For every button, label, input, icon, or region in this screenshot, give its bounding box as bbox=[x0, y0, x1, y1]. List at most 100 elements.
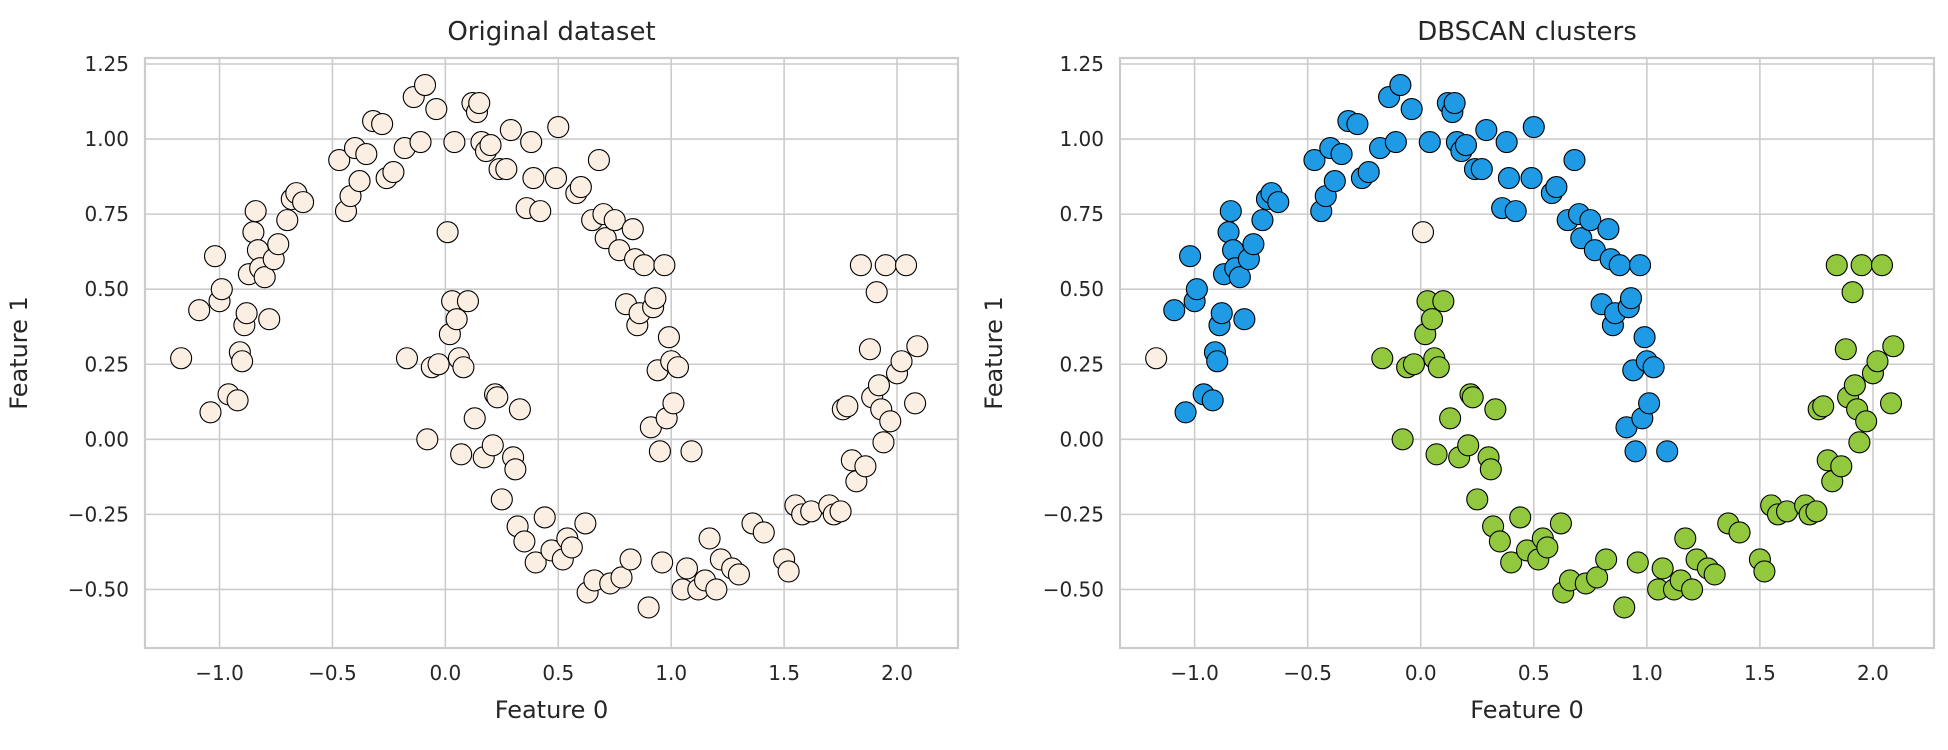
data-point bbox=[890, 350, 913, 373]
data-point bbox=[1427, 356, 1450, 379]
y-tick-label: 0.50 bbox=[84, 277, 129, 301]
data-point bbox=[258, 308, 281, 331]
x-tick-label: −0.5 bbox=[1283, 661, 1332, 685]
data-point bbox=[210, 278, 233, 301]
data-point bbox=[1626, 551, 1649, 574]
data-point bbox=[858, 338, 881, 361]
x-axis-label: Feature 0 bbox=[1470, 696, 1584, 724]
data-point bbox=[854, 455, 877, 478]
data-point bbox=[1638, 392, 1661, 415]
y-tick-label: 1.25 bbox=[1059, 52, 1104, 76]
data-point bbox=[569, 176, 592, 199]
data-point bbox=[416, 428, 439, 451]
data-point bbox=[1228, 266, 1251, 289]
data-point bbox=[188, 299, 211, 322]
data-point bbox=[1163, 299, 1186, 322]
data-point bbox=[698, 527, 721, 550]
data-point bbox=[1850, 254, 1873, 277]
x-tick-label: 1.5 bbox=[1744, 661, 1776, 685]
data-point bbox=[395, 347, 419, 370]
data-point bbox=[235, 302, 258, 325]
data-point bbox=[1371, 347, 1394, 370]
data-point bbox=[560, 536, 583, 559]
data-point bbox=[1479, 458, 1502, 481]
data-point bbox=[1613, 596, 1636, 619]
data-point bbox=[752, 521, 775, 544]
data-point bbox=[1843, 374, 1866, 397]
data-point bbox=[468, 91, 491, 115]
data-point bbox=[499, 119, 522, 142]
data-point bbox=[666, 356, 690, 379]
y-tick-label: 1.25 bbox=[84, 52, 129, 76]
y-tick-label: 0.75 bbox=[84, 202, 129, 226]
data-point bbox=[520, 131, 543, 154]
data-point bbox=[1346, 113, 1369, 136]
data-point bbox=[253, 266, 276, 289]
data-point bbox=[508, 398, 531, 421]
data-point bbox=[1206, 350, 1229, 373]
data-point bbox=[1825, 254, 1848, 277]
data-point bbox=[653, 254, 676, 277]
data-point bbox=[1466, 488, 1489, 511]
chart-title: DBSCAN clusters bbox=[1417, 17, 1637, 47]
data-point bbox=[1420, 308, 1444, 331]
x-axis-label: Feature 0 bbox=[495, 696, 609, 724]
y-tick-label: 0.50 bbox=[1059, 277, 1104, 301]
data-point bbox=[1674, 527, 1697, 550]
data-point bbox=[1563, 149, 1586, 172]
data-point bbox=[1475, 119, 1498, 142]
data-point bbox=[1830, 455, 1853, 478]
data-point bbox=[328, 149, 351, 172]
data-point bbox=[1145, 347, 1168, 370]
chart-title: Original dataset bbox=[447, 17, 655, 47]
data-point bbox=[1303, 149, 1326, 172]
data-point bbox=[267, 233, 290, 256]
data-point bbox=[1812, 395, 1835, 418]
data-point bbox=[904, 392, 927, 415]
data-point bbox=[621, 218, 644, 241]
data-point bbox=[644, 287, 667, 310]
data-point bbox=[1497, 167, 1520, 190]
data-point bbox=[1608, 254, 1631, 277]
data-point bbox=[1595, 548, 1618, 571]
data-point bbox=[1391, 428, 1414, 451]
data-point bbox=[1210, 302, 1233, 325]
data-point bbox=[1470, 158, 1493, 181]
x-tick-label: 0.5 bbox=[542, 661, 574, 685]
data-point bbox=[456, 290, 479, 313]
data-point bbox=[547, 116, 570, 139]
data-point bbox=[170, 347, 193, 370]
data-point bbox=[504, 458, 527, 481]
data-point bbox=[1432, 290, 1455, 313]
data-point bbox=[1267, 191, 1290, 214]
data-point bbox=[1805, 500, 1828, 523]
x-tick-label: 1.5 bbox=[768, 661, 800, 685]
x-tick-label: 0.0 bbox=[429, 661, 461, 685]
y-tick-label: −0.50 bbox=[68, 577, 129, 601]
data-point bbox=[1848, 431, 1871, 454]
data-point bbox=[348, 170, 371, 193]
data-point bbox=[1488, 530, 1511, 553]
data-point bbox=[382, 161, 405, 184]
data-point bbox=[450, 443, 473, 466]
plot-frame bbox=[1118, 56, 1936, 650]
data-point bbox=[292, 191, 315, 214]
data-point bbox=[199, 401, 222, 424]
data-point bbox=[409, 131, 432, 154]
data-point bbox=[1619, 287, 1643, 310]
data-point bbox=[1536, 536, 1559, 559]
data-point bbox=[1389, 73, 1412, 97]
data-point bbox=[1461, 386, 1484, 409]
data-point bbox=[425, 97, 448, 121]
data-point bbox=[443, 131, 466, 154]
data-point bbox=[705, 578, 728, 601]
x-tick-label: 1.0 bbox=[655, 661, 687, 685]
data-point bbox=[574, 512, 597, 535]
chart-original-dataset: −1.0 −0.5 0.0 0.5 1.0 1.5 2.0 −0.50 −0.25 0.00 0.2… bbox=[5, 17, 960, 724]
y-tick-label: 0.00 bbox=[84, 427, 129, 451]
data-point bbox=[1384, 131, 1407, 154]
data-point bbox=[1418, 131, 1441, 154]
data-point bbox=[1633, 326, 1656, 349]
data-point bbox=[1185, 278, 1208, 301]
data-point bbox=[1251, 209, 1274, 232]
